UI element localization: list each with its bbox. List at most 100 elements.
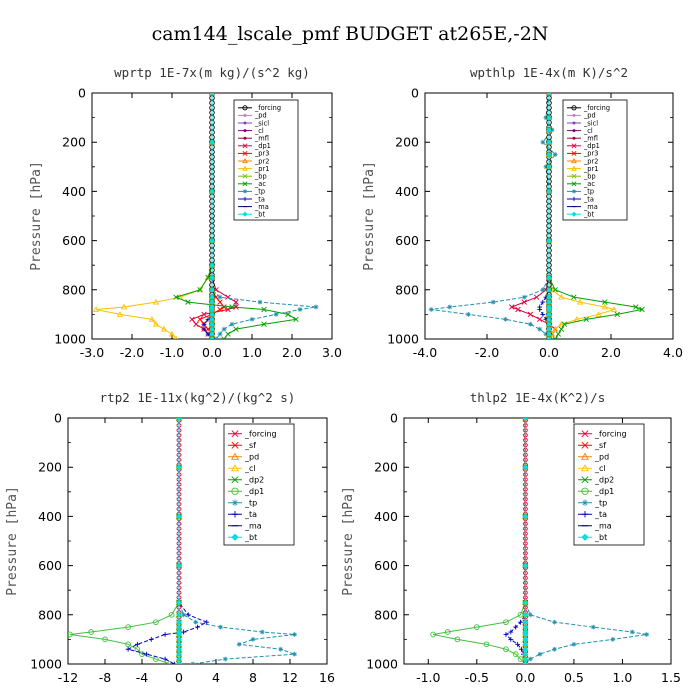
data-point — [176, 562, 182, 569]
legend-entry: _forcing — [583, 104, 610, 112]
x-tick-label: 12 — [282, 670, 298, 685]
legend-entry: _tp — [244, 499, 257, 508]
data-point — [533, 294, 540, 300]
legend-marker — [571, 211, 577, 217]
legend-entry: _ma — [583, 203, 598, 211]
x-tick-label: -4 — [136, 670, 149, 685]
data-point — [546, 93, 552, 96]
data-point — [176, 418, 182, 421]
data-point — [257, 299, 263, 305]
series-line — [431, 93, 556, 339]
data-point — [546, 336, 552, 339]
data-point — [528, 321, 533, 327]
data-point — [217, 299, 223, 305]
data-point — [537, 651, 543, 657]
legend-marker — [242, 196, 248, 202]
data-point — [225, 306, 231, 313]
legend-entry: _dp1 — [254, 142, 271, 150]
legend-marker — [242, 105, 248, 111]
data-point — [196, 286, 204, 293]
data-point — [583, 316, 589, 323]
data-point — [221, 304, 227, 310]
legend-entry: _pr1 — [254, 165, 269, 173]
legend-marker — [243, 136, 247, 140]
data-point — [190, 661, 196, 664]
data-point — [546, 286, 552, 293]
data-point — [555, 331, 562, 337]
data-point — [522, 611, 529, 618]
data-point — [176, 611, 182, 618]
legend-marker — [571, 143, 577, 149]
x-tick-label: 3.0 — [322, 345, 342, 360]
data-point — [546, 114, 552, 121]
data-point — [552, 325, 559, 332]
data-point — [168, 611, 175, 618]
data-point — [515, 306, 521, 313]
data-point — [537, 326, 543, 332]
chart-panel-1: wprtp 1E-7x(m kg)/(s^2 kg) Pressure [hPa]… — [29, 65, 342, 360]
data-point — [176, 418, 182, 421]
data-point — [522, 418, 529, 421]
data-point — [197, 287, 203, 293]
data-point — [144, 651, 150, 657]
data-point — [639, 306, 645, 313]
data-point — [546, 127, 552, 133]
data-point — [522, 661, 529, 664]
data-point — [430, 631, 436, 638]
x-tick-label: 2.0 — [282, 345, 302, 360]
data-point — [162, 632, 168, 637]
y-tick-label: 600 — [62, 233, 86, 248]
series-ta — [125, 418, 210, 664]
legend-marker — [581, 533, 589, 541]
legend-entry: _bt — [244, 533, 257, 542]
x-tick-label: 0.0 — [539, 345, 559, 360]
legend-entry: _pd — [594, 453, 609, 462]
data-point — [176, 661, 182, 664]
data-point — [552, 152, 558, 157]
x-tick-label: 4 — [212, 670, 220, 685]
data-point — [176, 661, 182, 664]
chart-panel-3: rtp2 1E-11x(kg^2)/(kg^2 s) Pressure [hPa]… — [5, 390, 335, 685]
data-point — [508, 629, 514, 635]
data-point — [174, 335, 178, 339]
y-tick-label: 1000 — [366, 657, 398, 672]
data-point — [273, 312, 279, 317]
chart-panel-2: wpthlp 1E-4x(m K)/s^2 Pressure [hPa] 0 200 4… — [362, 65, 683, 360]
x-tick-label: 0.0 — [202, 345, 222, 360]
data-point — [209, 274, 215, 281]
legend: _forcing_pd_sicl_cl_mfl_dp1_pr3_pr2_pr1_… — [233, 99, 299, 221]
legend-entry: _pd — [254, 112, 267, 120]
series-line — [69, 418, 180, 664]
y-tick-label: 400 — [38, 509, 62, 524]
data-point — [201, 326, 207, 332]
data-point — [181, 612, 187, 618]
data-point — [543, 331, 549, 337]
data-point — [447, 304, 453, 310]
data-point — [152, 298, 160, 305]
data-point — [209, 237, 215, 244]
data-point — [629, 629, 635, 635]
series-bt — [209, 93, 215, 339]
x-tick-label: -1.0 — [160, 345, 184, 360]
legend-marker — [242, 157, 248, 164]
data-point — [537, 307, 543, 312]
y-tick-label: 800 — [62, 282, 86, 297]
data-point — [552, 646, 557, 652]
data-point — [503, 632, 509, 637]
data-point — [536, 316, 543, 323]
data-point — [552, 619, 557, 625]
data-point — [543, 164, 549, 170]
data-point — [512, 651, 519, 658]
legend-entry: _cl — [594, 464, 606, 473]
x-tick-label: -1.0 — [416, 670, 440, 685]
legend-entry: _forcing — [594, 430, 627, 439]
x-tick-label: 1.5 — [661, 670, 681, 685]
legend-marker — [571, 165, 577, 171]
legend-marker — [581, 476, 589, 484]
plot-area — [428, 93, 645, 339]
data-point — [236, 641, 242, 647]
data-point — [68, 631, 73, 638]
data-point — [209, 336, 215, 339]
data-point — [571, 641, 577, 647]
